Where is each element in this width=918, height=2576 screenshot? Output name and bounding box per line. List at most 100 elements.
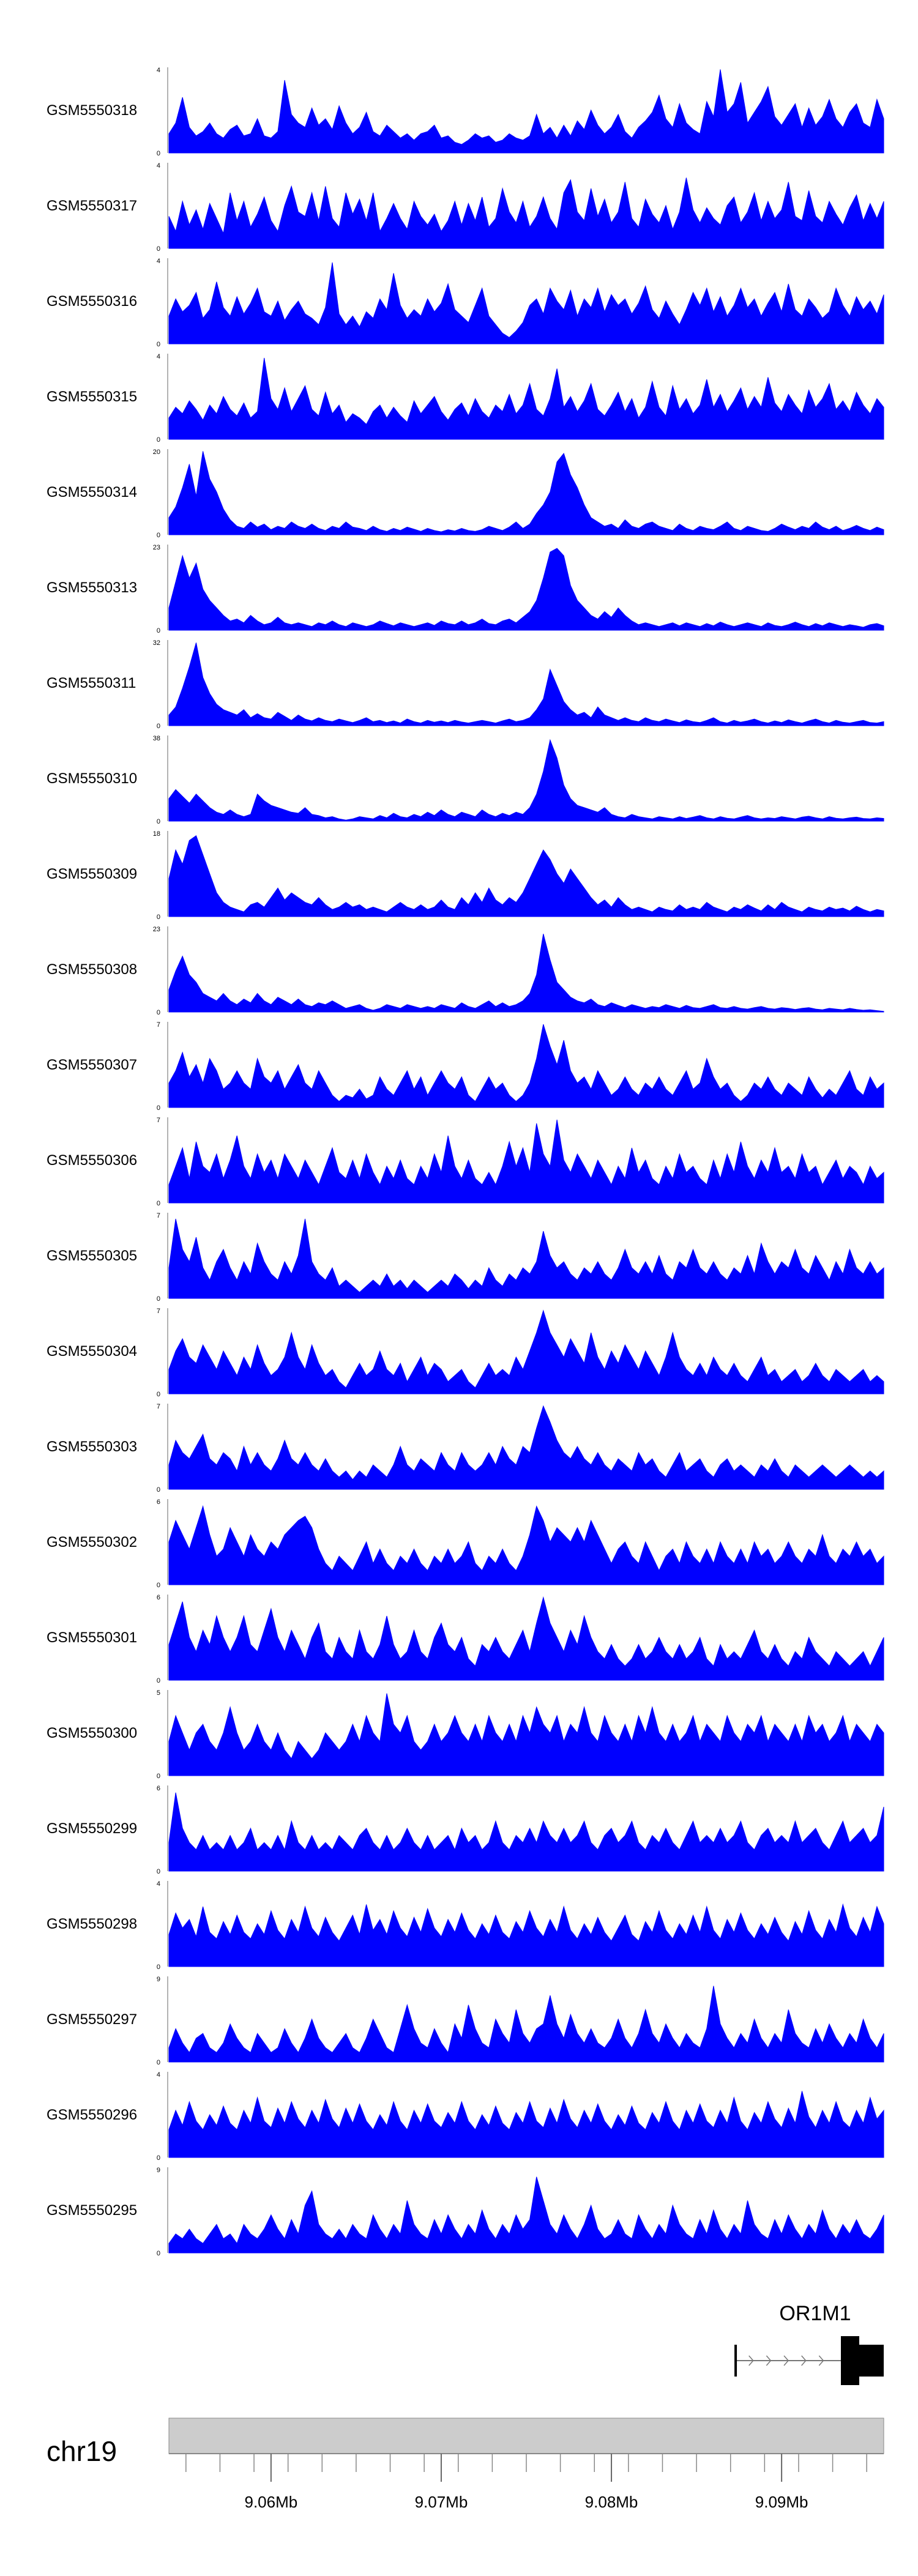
coverage-area <box>168 1903 884 1967</box>
y-tick-zero: 0 <box>157 1582 160 1589</box>
y-tick-max: 7 <box>157 1117 160 1124</box>
track-label: GSM5550318 <box>47 102 137 119</box>
track-GSM5550309: GSM5550309 18 0 <box>47 830 884 921</box>
x-tick-label: 9.07Mb <box>415 2493 468 2511</box>
track-GSM5550300: GSM5550300 5 0 <box>47 1689 884 1780</box>
gene-model <box>734 2336 884 2385</box>
y-tick-max: 7 <box>157 1308 160 1315</box>
gene-utr-block <box>841 2336 859 2385</box>
track-GSM5550310: GSM5550310 38 0 <box>47 735 884 825</box>
y-tick-zero: 0 <box>157 1295 160 1303</box>
y-tick-max: 4 <box>157 2071 160 2079</box>
y-tick-max: 7 <box>157 1212 160 1219</box>
track-GSM5550304: GSM5550304 7 0 <box>47 1308 884 1398</box>
strand-arrow <box>818 2355 824 2366</box>
y-tick-zero: 0 <box>157 818 160 825</box>
y-tick-zero: 0 <box>157 2154 160 2162</box>
coverage-area <box>168 2091 884 2158</box>
x-tick-label: 9.06Mb <box>244 2493 297 2511</box>
y-tick-zero: 0 <box>157 1868 160 1875</box>
x-tick-label: 9.08Mb <box>585 2493 638 2511</box>
strand-arrow <box>766 2355 772 2366</box>
y-tick-zero: 0 <box>157 1391 160 1398</box>
y-tick-max: 4 <box>157 162 160 169</box>
track-GSM5550303: GSM5550303 7 0 <box>47 1403 884 1494</box>
y-tick-zero: 0 <box>157 723 160 730</box>
coverage-area <box>168 642 884 726</box>
track-GSM5550307: GSM5550307 7 0 <box>47 1021 884 1112</box>
genome-axis: chr19 9.06Mb 9.07Mb 9.08Mb 9.09Mb <box>47 2418 884 2511</box>
track-GSM5550298: GSM5550298 4 0 <box>47 1880 884 1971</box>
major-ticks: 9.06Mb 9.07Mb 9.08Mb 9.09Mb <box>244 2454 808 2511</box>
track-label: GSM5550313 <box>47 579 137 596</box>
y-tick-max: 6 <box>157 1785 160 1792</box>
y-tick-max: 5 <box>157 1689 160 1697</box>
track-GSM5550295: GSM5550295 9 0 <box>47 2167 884 2257</box>
coverage-area <box>168 69 884 154</box>
coverage-area <box>168 1693 884 1776</box>
x-tick-label: 9.09Mb <box>755 2493 808 2511</box>
track-label: GSM5550303 <box>47 1439 137 1455</box>
coverage-area <box>168 1119 884 1204</box>
track-label: GSM5550308 <box>47 961 137 978</box>
track-GSM5550315: GSM5550315 4 0 <box>47 353 884 444</box>
coverage-area <box>168 1505 884 1585</box>
track-label: GSM5550311 <box>47 675 136 691</box>
y-tick-zero: 0 <box>157 341 160 348</box>
strand-arrow <box>801 2355 807 2366</box>
track-GSM5550301: GSM5550301 6 0 <box>47 1594 884 1684</box>
y-tick-max: 20 <box>153 449 160 456</box>
coverage-area <box>168 357 884 440</box>
track-label: GSM5550314 <box>47 484 137 501</box>
y-tick-zero: 0 <box>157 1486 160 1494</box>
track-label: GSM5550299 <box>47 1820 137 1837</box>
coverage-area <box>168 1792 884 1872</box>
y-tick-max: 9 <box>157 1976 160 1983</box>
track-GSM5550299: GSM5550299 6 0 <box>47 1785 884 1875</box>
coverage-area <box>168 2176 884 2254</box>
y-tick-max: 4 <box>157 353 160 360</box>
y-tick-max: 6 <box>157 1498 160 1506</box>
y-tick-zero: 0 <box>157 1677 160 1684</box>
track-label: GSM5550305 <box>47 1248 137 1264</box>
y-tick-max: 23 <box>153 544 160 551</box>
y-tick-zero: 0 <box>157 2059 160 2066</box>
track-label: GSM5550297 <box>47 2011 137 2028</box>
coverage-area <box>168 835 884 917</box>
coverage-area <box>168 739 884 822</box>
track-GSM5550306: GSM5550306 7 0 <box>47 1117 884 1207</box>
y-tick-max: 32 <box>153 639 160 647</box>
y-tick-max: 7 <box>157 1021 160 1029</box>
coverage-area <box>168 1986 884 2063</box>
track-label: GSM5550295 <box>47 2202 137 2219</box>
minor-ticks <box>185 2454 867 2472</box>
coverage-area <box>168 1405 884 1490</box>
y-tick-max: 7 <box>157 1403 160 1410</box>
track-label: GSM5550316 <box>47 293 137 310</box>
coverage-area <box>168 934 884 1013</box>
coverage-area <box>168 1309 884 1394</box>
track-GSM5550302: GSM5550302 6 0 <box>47 1498 884 1589</box>
track-label: GSM5550309 <box>47 866 137 882</box>
track-GSM5550311: GSM5550311 32 0 <box>47 639 884 730</box>
y-tick-max: 6 <box>157 1594 160 1601</box>
track-label: GSM5550304 <box>47 1343 137 1360</box>
y-tick-zero: 0 <box>157 532 160 539</box>
track-label: GSM5550300 <box>47 1725 137 1741</box>
track-label: GSM5550302 <box>47 1534 137 1550</box>
strand-arrow <box>783 2355 789 2366</box>
y-tick-zero: 0 <box>157 627 160 635</box>
y-tick-zero: 0 <box>157 1964 160 1971</box>
track-label: GSM5550301 <box>47 1629 137 1646</box>
chromosome-label: chr19 <box>47 2435 117 2467</box>
y-tick-zero: 0 <box>157 150 160 157</box>
track-label: GSM5550306 <box>47 1152 137 1169</box>
y-tick-max: 38 <box>153 735 160 742</box>
gene-annotation: OR1M1 <box>734 2302 884 2385</box>
track-GSM5550313: GSM5550313 23 0 <box>47 544 884 635</box>
track-label: GSM5550298 <box>47 1916 137 1932</box>
track-label: GSM5550310 <box>47 770 137 787</box>
track-GSM5550296: GSM5550296 4 0 <box>47 2071 884 2162</box>
y-tick-zero: 0 <box>157 1009 160 1016</box>
